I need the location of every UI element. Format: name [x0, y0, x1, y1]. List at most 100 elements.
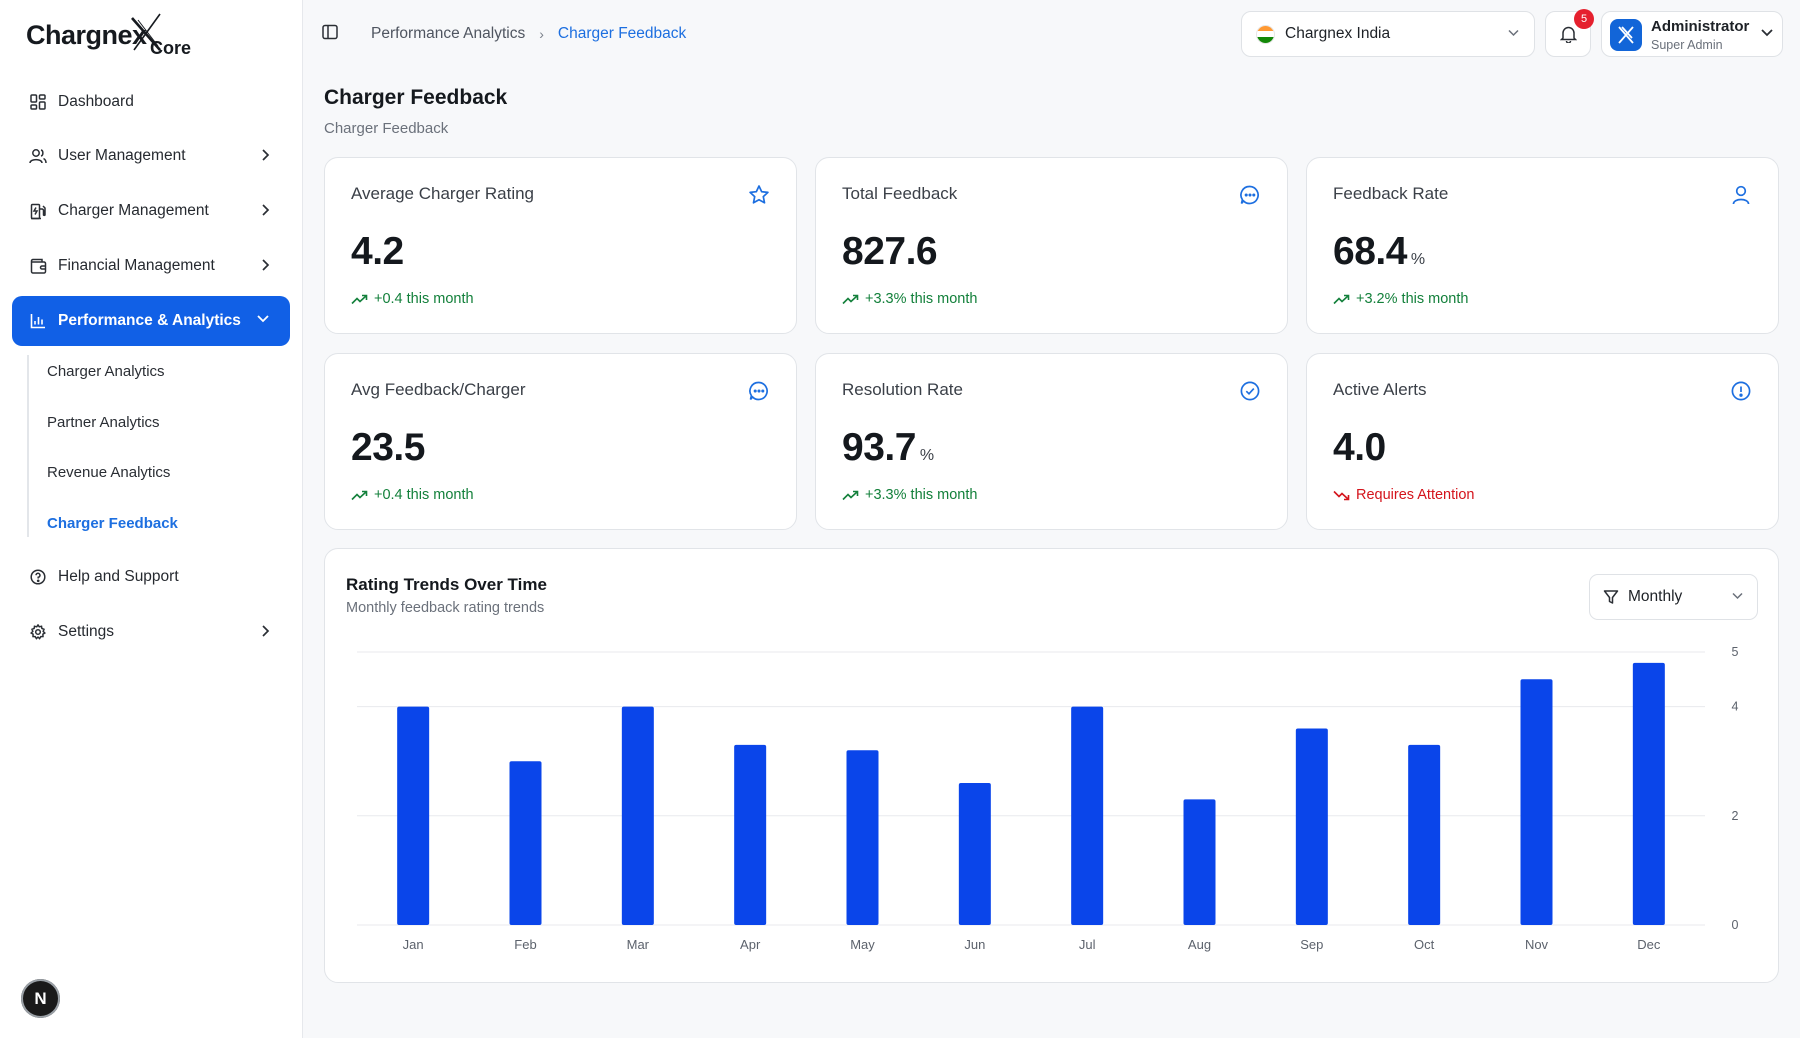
stat-card-avg-feedback-charger: Avg Feedback/Charger 23.5 +0.4 this mont… [324, 353, 797, 530]
bar-nov[interactable] [1520, 679, 1553, 925]
sidebar-item-label: Charger Management [58, 202, 209, 219]
stat-trend: +3.2% this month [1333, 291, 1468, 307]
x-tick-label: Mar [627, 937, 650, 952]
bar-dec[interactable] [1632, 662, 1665, 925]
y-tick-label: 4 [1732, 700, 1739, 714]
breadcrumb-parent[interactable]: Performance Analytics [371, 25, 526, 42]
notification-count-badge: 5 [1574, 9, 1594, 29]
stat-trend: +0.4 this month [351, 487, 474, 503]
sidebar-subitem-partner-analytics[interactable]: Partner Analytics [47, 414, 160, 431]
sidebar-item-dashboard[interactable]: Dashboard [12, 77, 290, 127]
breadcrumb-separator-icon: › [539, 26, 544, 42]
sidebar-item-label: Performance & Analytics [58, 312, 241, 329]
chevron-right-icon [262, 259, 270, 271]
stat-value: 827.6 [842, 230, 938, 273]
sidebar-item-charger-management[interactable]: Charger Management [12, 186, 290, 236]
bar-feb[interactable] [509, 761, 542, 925]
chevron-down-icon [1508, 29, 1519, 37]
help-circle-icon [29, 568, 47, 586]
x-tick-label: Nov [1525, 937, 1549, 952]
star-icon [749, 185, 769, 204]
bar-apr[interactable] [734, 744, 767, 925]
check-circle-icon [1240, 381, 1260, 401]
sidebar-item-financial-management[interactable]: Financial Management [12, 241, 290, 291]
period-select[interactable]: Monthly [1589, 574, 1758, 620]
period-select-value: Monthly [1628, 588, 1683, 605]
submenu-guide-line [27, 355, 29, 537]
sidebar-item-settings[interactable]: Settings [12, 607, 290, 657]
trending-up-icon [351, 294, 368, 304]
x-tick-label: May [850, 937, 875, 952]
avatar [1610, 19, 1642, 51]
y-tick-label: 5 [1732, 645, 1739, 659]
chevron-down-icon [257, 315, 269, 323]
bar-jun[interactable] [958, 783, 991, 925]
bar-sep[interactable] [1295, 728, 1328, 925]
x-tick-label: Jan [403, 937, 424, 952]
page-title: Charger Feedback [324, 86, 508, 109]
users-icon [29, 147, 47, 165]
chart-title: Rating Trends Over Time [346, 575, 547, 594]
stat-label: Average Charger Rating [351, 184, 535, 203]
sidebar-toggle-icon[interactable] [322, 24, 340, 42]
sidebar-item-label: Settings [58, 623, 115, 640]
trending-up-icon [842, 490, 859, 500]
x-tick-label: Jun [964, 937, 985, 952]
stat-card-total-feedback: Total Feedback 827.6 +3.3% this month [815, 157, 1288, 334]
bar-aug[interactable] [1183, 799, 1216, 925]
sidebar-item-user-management[interactable]: User Management [12, 131, 290, 181]
user-name: Administrator [1651, 18, 1750, 35]
breadcrumb: Performance Analytics › Charger Feedback [371, 25, 686, 43]
chat-icon [1240, 185, 1259, 205]
sidebar-item-help-support[interactable]: Help and Support [12, 552, 290, 602]
trending-up-icon [842, 294, 859, 304]
chart-subtitle: Monthly feedback rating trends [346, 600, 545, 616]
page-subtitle: Charger Feedback [324, 120, 449, 137]
stat-card-feedback-rate: Feedback Rate 68.4% +3.2% this month [1306, 157, 1779, 334]
trending-up-icon [1333, 294, 1350, 304]
stat-value: 68.4% [1333, 230, 1425, 273]
sidebar: Chargnex Core Dashboard User Management … [0, 0, 303, 1038]
bar-oct[interactable] [1408, 744, 1441, 925]
chat-icon [749, 381, 768, 401]
x-tick-label: Feb [514, 937, 536, 952]
chevron-down-icon [1732, 592, 1743, 600]
sidebar-subitem-charger-feedback[interactable]: Charger Feedback [47, 515, 178, 532]
sidebar-subitem-charger-analytics[interactable]: Charger Analytics [47, 363, 165, 380]
bar-jan[interactable] [397, 706, 430, 925]
sidebar-item-performance-analytics[interactable]: Performance & Analytics [12, 296, 290, 346]
stat-card-resolution-rate: Resolution Rate 93.7% +3.3% this month [815, 353, 1288, 530]
x-tick-label: Jul [1079, 937, 1096, 952]
stat-card-active-alerts: Active Alerts 4.0 Requires Attention [1306, 353, 1779, 530]
stat-trend: +0.4 this month [351, 291, 474, 307]
stat-trend: +3.3% this month [842, 291, 977, 307]
sidebar-item-label: User Management [58, 147, 186, 164]
dashboard-icon [29, 93, 47, 111]
wallet-icon [29, 257, 47, 275]
chevron-right-icon [262, 204, 270, 216]
gear-icon [29, 623, 47, 641]
stat-label: Total Feedback [842, 184, 958, 203]
bar-mar[interactable] [621, 706, 654, 925]
breadcrumb-current: Charger Feedback [557, 25, 687, 42]
region-select[interactable]: Chargnex India [1241, 11, 1535, 57]
logo[interactable]: Chargnex Core [26, 13, 196, 58]
trending-down-icon [1333, 490, 1350, 500]
bar-may[interactable] [846, 750, 879, 925]
bar-chart-icon [29, 312, 47, 330]
stat-value: 23.5 [351, 426, 425, 469]
stat-label: Resolution Rate [842, 380, 963, 399]
dev-tools-badge[interactable]: N [21, 979, 60, 1018]
x-tick-label: Apr [740, 937, 761, 952]
bar-jul[interactable] [1071, 706, 1104, 925]
sidebar-subitem-revenue-analytics[interactable]: Revenue Analytics [47, 464, 171, 481]
user-menu-button[interactable]: Administrator Super Admin [1601, 11, 1783, 57]
stat-value: 4.0 [1333, 426, 1386, 469]
y-tick-label: 2 [1732, 809, 1739, 823]
alert-circle-icon [1731, 381, 1751, 401]
stat-value: 4.2 [351, 230, 404, 273]
region-select-value: Chargnex India [1285, 25, 1391, 42]
stat-trend: Requires Attention [1333, 487, 1475, 503]
stat-label: Feedback Rate [1333, 184, 1449, 203]
chevron-right-icon [262, 625, 270, 637]
